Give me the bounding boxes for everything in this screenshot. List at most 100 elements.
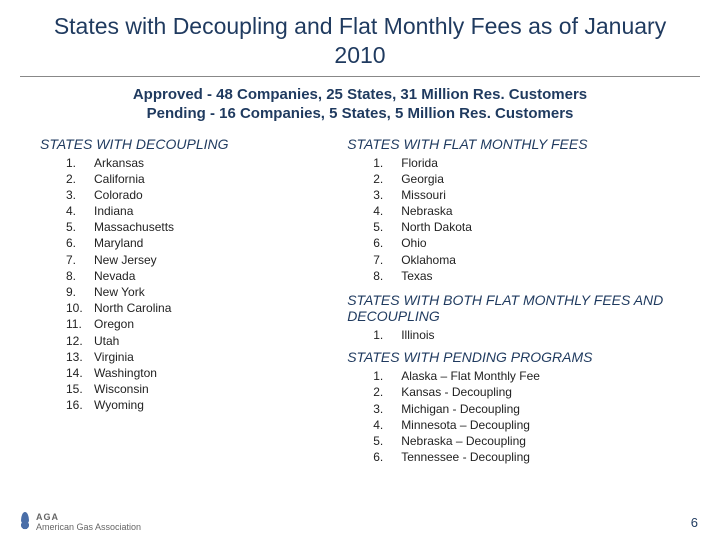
list-item-number: 8.: [66, 268, 94, 284]
list-item: 1.Alaska – Flat Monthly Fee: [373, 368, 680, 384]
list-item-label: New York: [94, 284, 145, 300]
list-item-label: Nebraska – Decoupling: [401, 433, 526, 449]
list-item-number: 2.: [373, 171, 401, 187]
list-item-number: 10.: [66, 300, 94, 316]
pending-heading: STATES WITH PENDING PROGRAMS: [347, 349, 680, 365]
list-item-label: Tennessee - Decoupling: [401, 449, 530, 465]
list-item: 13.Virginia: [66, 349, 347, 365]
list-item-label: Florida: [401, 155, 438, 171]
footer-abbrev: AGA: [36, 512, 141, 522]
subtitle-line-1: Approved - 48 Companies, 25 States, 31 M…: [14, 85, 706, 105]
flat-list: 1.Florida2.Georgia3.Missouri4.Nebraska5.…: [347, 155, 680, 285]
list-item-number: 3.: [373, 401, 401, 417]
list-item-label: Minnesota – Decoupling: [401, 417, 530, 433]
list-item-number: 5.: [373, 433, 401, 449]
list-item: 3.Missouri: [373, 187, 680, 203]
list-item: 1.Arkansas: [66, 155, 347, 171]
list-item-label: Oklahoma: [401, 252, 456, 268]
list-item-label: Wyoming: [94, 397, 144, 413]
list-item-number: 6.: [373, 449, 401, 465]
list-item-label: Virginia: [94, 349, 134, 365]
list-item: 11.Oregon: [66, 316, 347, 332]
list-item: 3.Colorado: [66, 187, 347, 203]
list-item: 4.Indiana: [66, 203, 347, 219]
list-item-number: 9.: [66, 284, 94, 300]
list-item-label: Colorado: [94, 187, 143, 203]
list-item-number: 14.: [66, 365, 94, 381]
flat-heading: STATES WITH FLAT MONTHLY FEES: [347, 136, 680, 152]
list-item-label: Washington: [94, 365, 157, 381]
list-item-label: Massachusetts: [94, 219, 174, 235]
list-item: 7.Oklahoma: [373, 252, 680, 268]
footer-org: American Gas Association: [36, 522, 141, 532]
list-item-label: Maryland: [94, 235, 143, 251]
list-item-label: Wisconsin: [94, 381, 149, 397]
list-item-label: Nevada: [94, 268, 135, 284]
both-heading: STATES WITH BOTH FLAT MONTHLY FEES AND D…: [347, 292, 680, 324]
list-item: 4.Nebraska: [373, 203, 680, 219]
list-item: 6.Maryland: [66, 235, 347, 251]
list-item-label: Alaska – Flat Monthly Fee: [401, 368, 540, 384]
page-number: 6: [691, 515, 698, 530]
list-item-number: 2.: [66, 171, 94, 187]
list-item: 6.Ohio: [373, 235, 680, 251]
list-item-number: 4.: [373, 417, 401, 433]
title-underline: [20, 76, 700, 77]
list-item: 3.Michigan - Decoupling: [373, 401, 680, 417]
list-item-number: 1.: [373, 155, 401, 171]
list-item: 1.Illinois: [373, 327, 680, 343]
list-item-number: 1.: [373, 368, 401, 384]
list-item: 8.Texas: [373, 268, 680, 284]
list-item-label: Indiana: [94, 203, 133, 219]
list-item-label: Georgia: [401, 171, 444, 187]
list-item: 16.Wyoming: [66, 397, 347, 413]
list-item: 5.North Dakota: [373, 219, 680, 235]
list-item: 12.Utah: [66, 333, 347, 349]
both-list: 1.Illinois: [347, 327, 680, 343]
list-item: 1.Florida: [373, 155, 680, 171]
list-item-label: Oregon: [94, 316, 134, 332]
list-item-label: Utah: [94, 333, 119, 349]
list-item: 5.Nebraska – Decoupling: [373, 433, 680, 449]
list-item-label: Texas: [401, 268, 432, 284]
content-columns: STATES WITH DECOUPLING 1.Arkansas2.Calif…: [0, 132, 720, 466]
list-item-number: 4.: [66, 203, 94, 219]
list-item-label: Michigan - Decoupling: [401, 401, 520, 417]
list-item-label: California: [94, 171, 145, 187]
list-item: 15.Wisconsin: [66, 381, 347, 397]
list-item-number: 7.: [66, 252, 94, 268]
list-item-number: 3.: [66, 187, 94, 203]
list-item-number: 16.: [66, 397, 94, 413]
list-item-number: 6.: [373, 235, 401, 251]
list-item-number: 5.: [373, 219, 401, 235]
list-item-label: Ohio: [401, 235, 426, 251]
list-item-number: 2.: [373, 384, 401, 400]
right-column: STATES WITH FLAT MONTHLY FEES 1.Florida2…: [347, 132, 680, 466]
flame-icon: [18, 514, 32, 530]
list-item: 14.Washington: [66, 365, 347, 381]
decoupling-list: 1.Arkansas2.California3.Colorado4.Indian…: [40, 155, 347, 414]
list-item: 9.New York: [66, 284, 347, 300]
list-item-number: 6.: [66, 235, 94, 251]
list-item: 4.Minnesota – Decoupling: [373, 417, 680, 433]
list-item-label: New Jersey: [94, 252, 157, 268]
list-item: 5.Massachusetts: [66, 219, 347, 235]
list-item: 2.Kansas - Decoupling: [373, 384, 680, 400]
list-item-label: Missouri: [401, 187, 446, 203]
list-item-number: 1.: [373, 327, 401, 343]
list-item-number: 3.: [373, 187, 401, 203]
list-item-number: 11.: [66, 316, 94, 332]
left-column: STATES WITH DECOUPLING 1.Arkansas2.Calif…: [40, 132, 347, 466]
list-item-label: Kansas - Decoupling: [401, 384, 512, 400]
page-title: States with Decoupling and Flat Monthly …: [0, 0, 720, 76]
list-item-number: 7.: [373, 252, 401, 268]
list-item-number: 1.: [66, 155, 94, 171]
list-item-label: Illinois: [401, 327, 434, 343]
subtitle-line-2: Pending - 16 Companies, 5 States, 5 Mill…: [14, 104, 706, 124]
list-item-number: 5.: [66, 219, 94, 235]
list-item-label: North Dakota: [401, 219, 472, 235]
footer-logo: AGA American Gas Association: [18, 512, 141, 532]
list-item: 7.New Jersey: [66, 252, 347, 268]
list-item-number: 8.: [373, 268, 401, 284]
list-item: 6.Tennessee - Decoupling: [373, 449, 680, 465]
